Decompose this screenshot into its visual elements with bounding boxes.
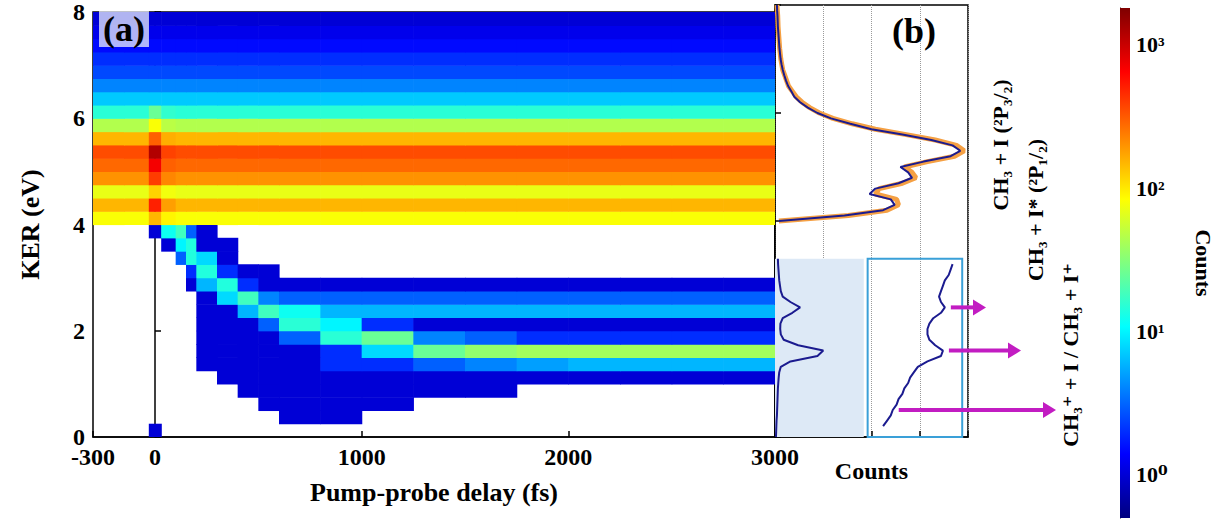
svg-text:1000: 1000: [338, 444, 386, 470]
svg-text:10³: 10³: [1136, 32, 1165, 57]
svg-text:10¹: 10¹: [1136, 319, 1165, 344]
svg-text:CH₃ + I* (²P₁/₂): CH₃ + I* (²P₁/₂): [1023, 139, 1048, 281]
svg-text:6: 6: [73, 105, 85, 131]
svg-text:(a): (a): [103, 9, 145, 49]
svg-text:Pump-probe delay (fs): Pump-probe delay (fs): [310, 478, 558, 507]
svg-text:8: 8: [73, 0, 85, 25]
svg-text:10²: 10²: [1136, 176, 1165, 201]
svg-text:3000: 3000: [751, 444, 799, 470]
svg-text:4: 4: [73, 212, 85, 238]
svg-text:-300: -300: [71, 444, 115, 470]
svg-text:Counts: Counts: [835, 458, 908, 484]
svg-text:CH₃ + I (²P₃/₂): CH₃ + I (²P₃/₂): [988, 79, 1013, 210]
svg-text:(b): (b): [892, 11, 936, 51]
svg-text:2: 2: [73, 318, 85, 344]
svg-text:0: 0: [149, 444, 161, 470]
svg-text:10⁰: 10⁰: [1136, 462, 1168, 487]
svg-text:KER (eV): KER (eV): [16, 169, 45, 279]
svg-text:0: 0: [73, 424, 85, 450]
svg-text:CH₃⁺ + I / CH₃ + I⁺: CH₃⁺ + I / CH₃ + I⁺: [1058, 263, 1083, 447]
svg-text:Counts: Counts: [1191, 229, 1215, 297]
svg-text:2000: 2000: [544, 444, 592, 470]
